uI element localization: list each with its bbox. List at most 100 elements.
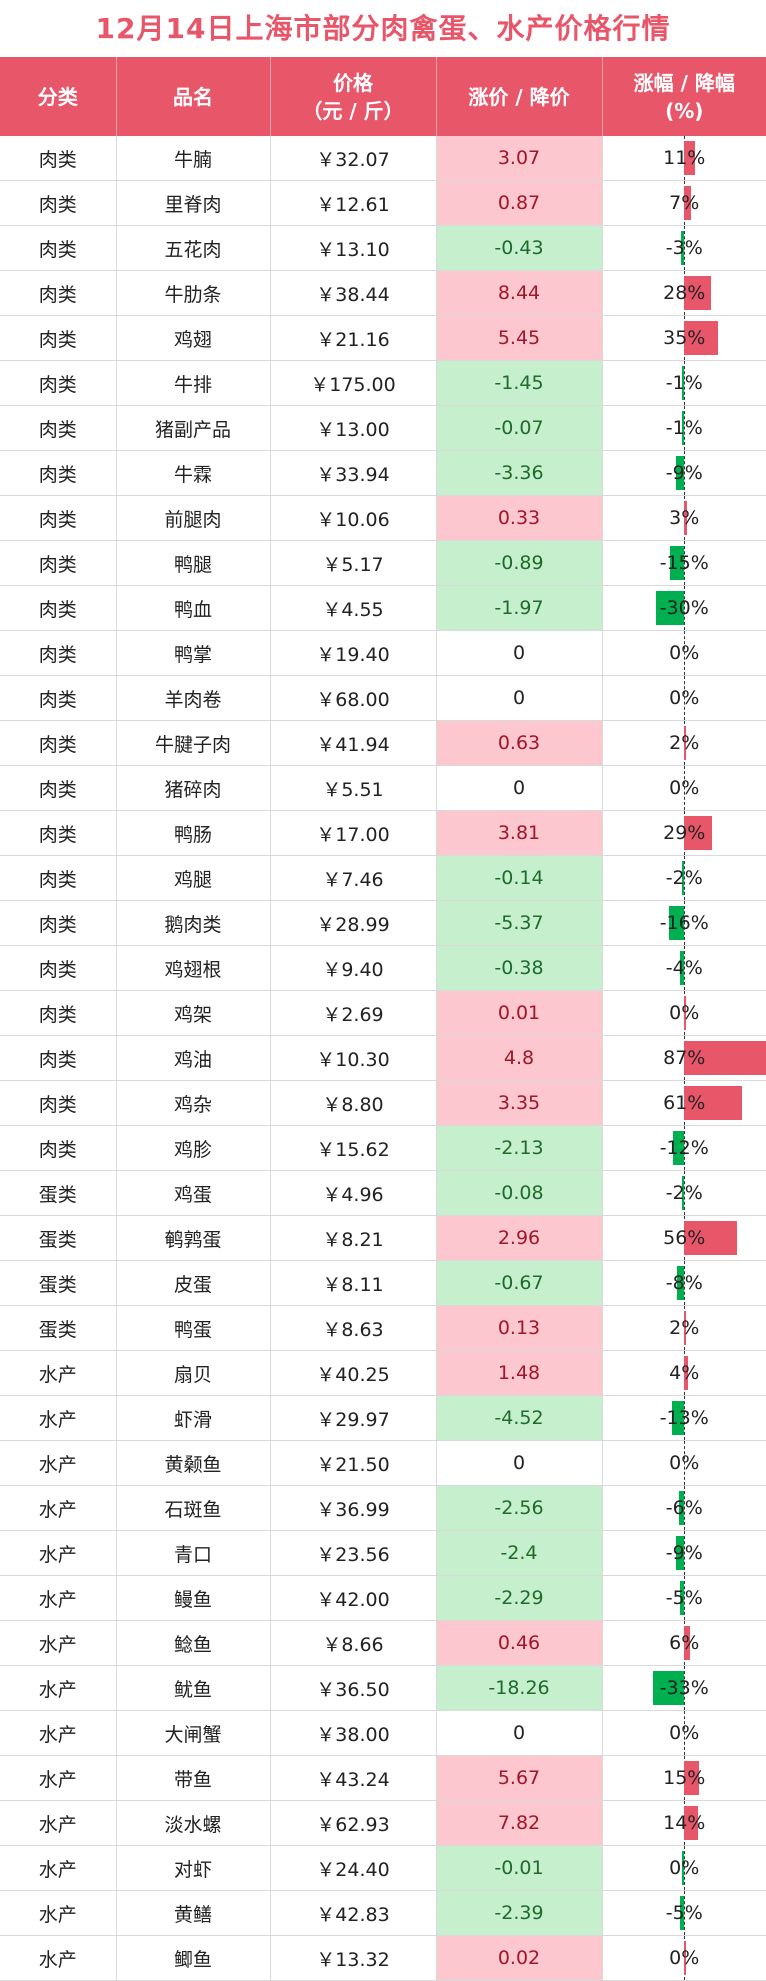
- increase-bar: [684, 276, 711, 310]
- change-cell: 3.81: [436, 810, 603, 856]
- increase-bar: [684, 1761, 699, 1795]
- table-row: 肉类 鸭腿 ￥5.17 -0.89 -15%: [0, 540, 766, 586]
- category-cell: 肉类: [0, 495, 117, 541]
- name-cell: 青口: [116, 1530, 271, 1576]
- percent-cell: -12%: [602, 1125, 766, 1171]
- header-percent-unit: (%): [665, 98, 704, 123]
- change-cell: 3.07: [436, 136, 603, 181]
- name-cell: 鸡翅根: [116, 945, 271, 991]
- zero-axis-line: [684, 1531, 686, 1575]
- name-cell: 大闸蟹: [116, 1710, 271, 1756]
- table-row: 水产 黄鳝 ￥42.83 -2.39 -5%: [0, 1890, 766, 1936]
- name-cell: 鸡架: [116, 990, 271, 1036]
- price-table: 分类 品名 价格 （元 / 斤） 涨价 / 降价 涨幅 / 降幅 (%) 肉类牛…: [0, 57, 766, 1981]
- percent-cell: 0%: [602, 1935, 766, 1981]
- zero-axis-line: [684, 1126, 686, 1170]
- increase-bar: [684, 501, 688, 535]
- category-cell: 肉类: [0, 180, 117, 226]
- change-cell: 0.87: [436, 180, 603, 226]
- percent-label: 15%: [663, 1767, 706, 1789]
- zero-axis-line: [684, 1846, 686, 1890]
- header-price-label: 价格: [333, 70, 373, 95]
- percent-label: 28%: [663, 282, 706, 304]
- category-cell: 肉类: [0, 855, 117, 901]
- zero-axis-line: [684, 1261, 686, 1305]
- percent-cell: 28%: [602, 270, 766, 316]
- change-cell: 0: [436, 1710, 603, 1756]
- increase-bar: [684, 141, 695, 175]
- table-row: 肉类 鸡油 ￥10.30 4.8 87%: [0, 1035, 766, 1081]
- category-cell: 水产: [0, 1935, 117, 1981]
- percent-label: 87%: [663, 1047, 706, 1069]
- percent-label: -16%: [659, 912, 709, 934]
- change-cell: 5.67: [436, 1755, 603, 1801]
- percent-label: 35%: [663, 327, 706, 349]
- percent-label: 14%: [663, 1812, 706, 1834]
- percent-cell: -8%: [602, 1260, 766, 1306]
- table-row: 水产 淡水螺 ￥62.93 7.82 14%: [0, 1800, 766, 1846]
- category-cell: 水产: [0, 1710, 117, 1756]
- name-cell: 鸡杂: [116, 1080, 271, 1126]
- price-cell: ￥12.61: [270, 180, 437, 226]
- name-cell: 鸡胗: [116, 1125, 271, 1171]
- percent-cell: -30%: [602, 585, 766, 631]
- percent-cell: 4%: [602, 1350, 766, 1396]
- decrease-bar: [671, 1401, 685, 1435]
- price-cell: ￥4.96: [270, 1170, 437, 1216]
- percent-label: 29%: [663, 822, 706, 844]
- percent-label: -33%: [659, 1677, 709, 1699]
- percent-cell: -5%: [602, 1575, 766, 1621]
- decrease-bar: [682, 1176, 685, 1210]
- name-cell: 淡水螺: [116, 1800, 271, 1846]
- category-cell: 肉类: [0, 360, 117, 406]
- percent-cell: 0%: [602, 675, 766, 721]
- price-cell: ￥38.44: [270, 270, 437, 316]
- category-cell: 水产: [0, 1485, 117, 1531]
- category-cell: 肉类: [0, 630, 117, 676]
- header-change-label: 涨价 / 降价: [468, 84, 570, 109]
- category-cell: 水产: [0, 1530, 117, 1576]
- decrease-bar: [672, 1131, 685, 1165]
- table-row: 肉类 鹅肉类 ￥28.99 -5.37 -16%: [0, 900, 766, 946]
- percent-cell: -9%: [602, 450, 766, 496]
- decrease-bar: [680, 951, 685, 985]
- category-cell: 水产: [0, 1620, 117, 1666]
- percent-label: -3%: [665, 237, 703, 259]
- price-cell: ￥4.55: [270, 585, 437, 631]
- table-row: 肉类 鸭掌 ￥19.40 0 0%: [0, 630, 766, 676]
- category-cell: 肉类: [0, 270, 117, 316]
- name-cell: 皮蛋: [116, 1260, 271, 1306]
- price-cell: ￥8.80: [270, 1080, 437, 1126]
- percent-label: 0%: [669, 687, 700, 709]
- change-cell: 4.8: [436, 1035, 603, 1081]
- category-cell: 肉类: [0, 136, 117, 181]
- name-cell: 鸡蛋: [116, 1170, 271, 1216]
- table-row: 肉类 五花肉 ￥13.10 -0.43 -3%: [0, 225, 766, 271]
- change-cell: -5.37: [436, 900, 603, 946]
- table-row: 蛋类 鸭蛋 ￥8.63 0.13 2%: [0, 1305, 766, 1351]
- header-category-label: 分类: [37, 84, 78, 109]
- zero-axis-line: [684, 541, 686, 585]
- price-cell: ￥42.00: [270, 1575, 437, 1621]
- table-row: 水产 鲫鱼 ￥13.32 0.02 0%: [0, 1935, 766, 1981]
- change-cell: -2.56: [436, 1485, 603, 1531]
- price-cell: ￥21.50: [270, 1440, 437, 1486]
- name-cell: 虾滑: [116, 1395, 271, 1441]
- name-cell: 鹌鹑蛋: [116, 1215, 271, 1261]
- category-cell: 水产: [0, 1440, 117, 1486]
- price-cell: ￥24.40: [270, 1845, 437, 1891]
- change-cell: -3.36: [436, 450, 603, 496]
- table-row: 肉类 鸭肠 ￥17.00 3.81 29%: [0, 810, 766, 856]
- name-cell: 鹅肉类: [116, 900, 271, 946]
- increase-bar: [684, 816, 712, 850]
- percent-label: 7%: [669, 192, 700, 214]
- change-cell: 0: [436, 765, 603, 811]
- price-cell: ￥8.11: [270, 1260, 437, 1306]
- category-cell: 水产: [0, 1755, 117, 1801]
- table-row: 水产 石斑鱼 ￥36.99 -2.56 -6%: [0, 1485, 766, 1531]
- percent-label: -1%: [665, 417, 703, 439]
- percent-cell: -2%: [602, 855, 766, 901]
- zero-axis-line: [684, 1396, 686, 1440]
- change-cell: 0: [436, 1440, 603, 1486]
- percent-cell: -3%: [602, 225, 766, 271]
